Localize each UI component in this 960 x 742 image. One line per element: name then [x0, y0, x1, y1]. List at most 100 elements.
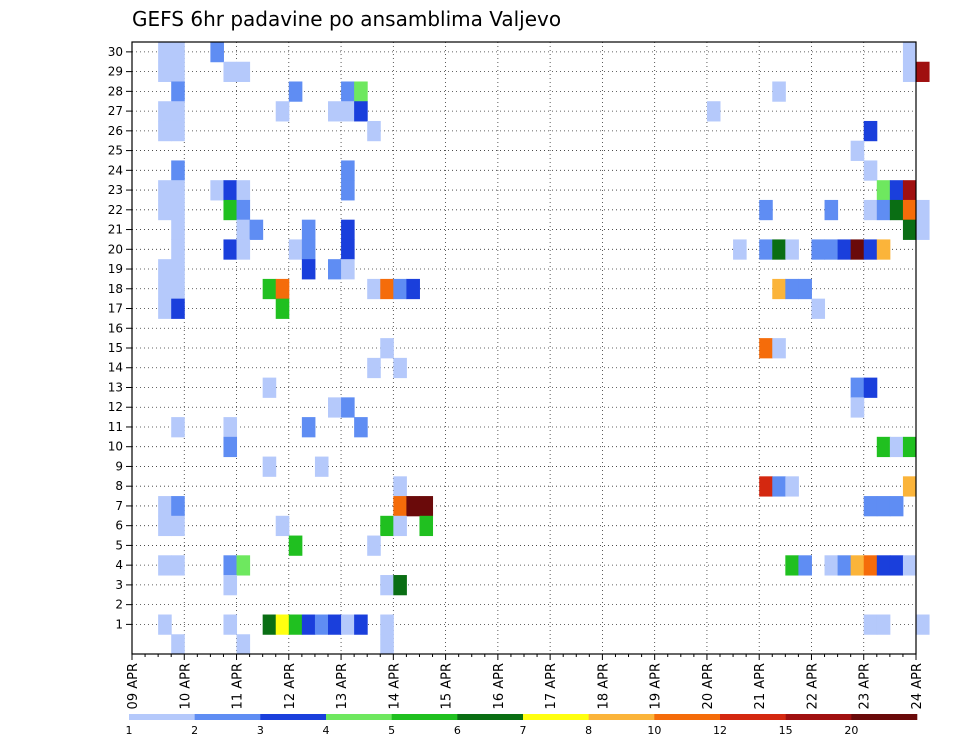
heatmap-cell [223, 555, 238, 576]
heatmap-cell [341, 160, 355, 181]
y-tick-label: 26 [108, 124, 123, 138]
colorbar-label: 6 [454, 724, 461, 737]
y-tick-label: 23 [108, 183, 123, 197]
y-tick-label: 1 [115, 617, 123, 631]
y-tick-label: 30 [108, 45, 123, 59]
heatmap-cell [236, 199, 251, 221]
heatmap-cell [171, 81, 185, 102]
heatmap-cell [275, 101, 290, 122]
heatmap-cell [158, 120, 172, 142]
heatmap-cell [223, 199, 238, 221]
grid-layer [132, 42, 916, 654]
heatmap-cell [393, 357, 407, 379]
y-tick-label: 24 [108, 163, 123, 177]
x-tick-label: 18 APR [596, 663, 611, 709]
heatmap-cell [772, 278, 786, 300]
heatmap-cell [889, 555, 904, 576]
heatmap-cell [889, 199, 904, 221]
heatmap-cell [419, 515, 434, 537]
x-tick-label: 13 APR [335, 663, 350, 709]
y-tick-label: 19 [108, 262, 123, 276]
x-tick-label: 19 APR [649, 663, 664, 709]
heatmap-cell [158, 278, 172, 300]
colorbar-swatch [457, 714, 524, 720]
heatmap-cell [236, 61, 251, 82]
heatmap-cell [902, 555, 917, 576]
heatmap-cell [314, 614, 329, 635]
heatmap-cell [367, 535, 381, 556]
heatmap-cell [158, 555, 172, 576]
heatmap-cell [158, 199, 172, 221]
colorbar-swatch [785, 714, 852, 720]
y-tick-label: 5 [115, 538, 123, 552]
heatmap-cell [380, 338, 394, 359]
heatmap-cell [824, 555, 839, 576]
heatmap-cell [223, 417, 238, 438]
heatmap-cell [341, 81, 355, 102]
heatmap-cell [262, 377, 277, 398]
heatmap-cell [850, 377, 865, 398]
colorbar: 1 2 3 4 5 6 7 8 10 12 15 20 [126, 714, 918, 737]
y-tick-label: 11 [108, 420, 123, 434]
y-tick-label: 6 [115, 519, 123, 533]
heatmap-cell [341, 259, 355, 280]
heatmap-cell [158, 298, 172, 319]
heatmap-cell [341, 101, 355, 122]
y-tick-label: 12 [108, 400, 123, 414]
heatmap-cell [876, 496, 891, 517]
heatmap-cell [785, 555, 799, 576]
heatmap-cell [328, 101, 342, 122]
heatmap-cell [171, 634, 185, 655]
x-tick-label: 14 APR [387, 663, 402, 709]
heatmap-cell [876, 436, 891, 458]
y-tick-label: 4 [115, 558, 123, 572]
heatmap-cell [393, 575, 407, 596]
heatmap-cell [824, 239, 839, 260]
heatmap-cell [223, 614, 238, 635]
heatmap-cell [863, 239, 878, 260]
colorbar-label: 20 [844, 724, 858, 737]
heatmap-cell [210, 180, 224, 201]
heatmap-cell [288, 81, 303, 102]
y-tick-label: 27 [108, 104, 123, 118]
y-tick-label: 20 [108, 242, 123, 256]
colorbar-label: 4 [323, 724, 330, 737]
heatmap-cell [876, 180, 891, 201]
colorbar-swatch [654, 714, 721, 720]
colorbar-swatch [129, 714, 195, 720]
y-tick-label: 21 [108, 223, 123, 237]
heatmap-cell [902, 61, 917, 82]
heatmap-cell [354, 81, 368, 102]
heatmap-cell [262, 278, 277, 300]
heatmap-cell [275, 614, 290, 635]
heatmap-cell [798, 278, 812, 300]
heatmap-cell [328, 397, 342, 418]
colorbar-swatch [326, 714, 392, 720]
heatmap-cell [262, 456, 277, 477]
x-tick-label: 10 APR [178, 663, 193, 709]
y-tick-label: 29 [108, 65, 123, 79]
colorbar-swatch [194, 714, 261, 720]
colorbar-label: 10 [647, 724, 661, 737]
heatmap-cell [876, 555, 891, 576]
heatmap-cell [288, 614, 303, 635]
heatmap-cell [902, 42, 917, 63]
x-tick-label: 23 APR [858, 663, 873, 709]
colorbar-label: 1 [126, 724, 133, 737]
heatmap-cell [837, 239, 852, 260]
y-tick-label: 8 [115, 479, 123, 493]
heatmap-cell [171, 298, 185, 319]
heatmap-cell [171, 496, 185, 517]
x-tick-label: 21 APR [753, 663, 768, 709]
colorbar-label: 8 [585, 724, 592, 737]
colorbar-label: 12 [713, 724, 727, 737]
y-tick-label: 3 [115, 578, 123, 592]
y-tick-label: 7 [115, 499, 123, 513]
heatmap-cell [367, 278, 381, 300]
heatmap-cell [223, 239, 238, 260]
colorbar-swatch [720, 714, 786, 720]
heatmap-cell [902, 199, 917, 221]
x-tick-label: 15 APR [440, 663, 455, 709]
heatmap-cell [236, 555, 251, 576]
heatmap-cell [863, 160, 878, 181]
